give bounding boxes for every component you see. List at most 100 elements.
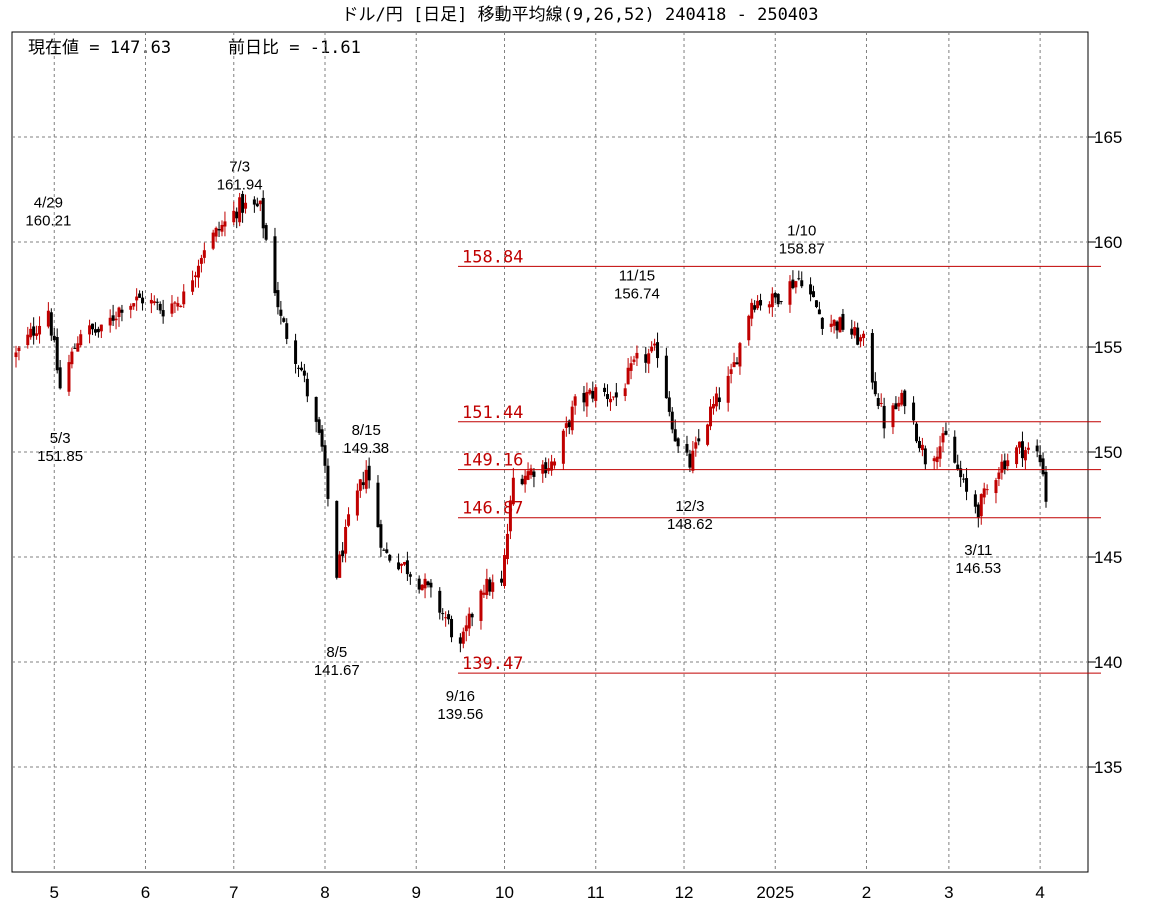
candle-body [73, 347, 77, 349]
current-value-label: 現在値 = 147.63 [28, 38, 171, 58]
annotation-price: 141.67 [314, 662, 360, 679]
chart-title: ドル/円 [日足] 移動平均線(9,26,52) 240418 - 250403 [341, 5, 818, 25]
candle-body [326, 465, 330, 499]
x-tick-label: 12 [675, 883, 694, 902]
candle-body [726, 375, 730, 403]
candle-body [779, 301, 783, 303]
candle-body [58, 367, 62, 389]
candle-body [564, 423, 568, 428]
sr-label: 146.87 [462, 499, 523, 519]
x-tick-label: 11 [587, 883, 605, 902]
candle-body [161, 310, 165, 317]
annotation-date: 9/16 [446, 688, 475, 705]
candle-body [120, 309, 124, 313]
candle-body [1041, 458, 1045, 475]
candle-body [953, 436, 957, 463]
annotation-price: 149.38 [343, 440, 389, 457]
y-tick-label: 160 [1094, 233, 1122, 252]
candle-body [544, 462, 548, 474]
candle-body [99, 324, 103, 332]
candle-body [220, 224, 224, 232]
candle-body [688, 453, 692, 468]
candle-body [856, 327, 860, 345]
candle-body [582, 392, 586, 403]
candle-body [979, 494, 983, 517]
candle-body [132, 303, 136, 307]
candle-body [52, 335, 56, 341]
candle-body [776, 293, 780, 305]
candle-body [647, 353, 651, 364]
candle-body [932, 458, 936, 462]
candle-body [338, 554, 342, 578]
annotation-price: 158.87 [779, 241, 825, 258]
annotation-date: 11/15 [619, 267, 655, 284]
grid-lines [12, 32, 1088, 872]
candle-body [511, 477, 515, 505]
candle-body [959, 468, 963, 478]
candle-body [276, 290, 280, 308]
candle-body [367, 465, 371, 481]
candle-body [117, 307, 121, 318]
candle-body [458, 637, 462, 644]
candle-body [388, 554, 392, 561]
candle-body [797, 278, 801, 280]
candle-body [376, 482, 380, 528]
candle-body [441, 613, 445, 615]
candle-body [108, 317, 112, 326]
candle-body [635, 352, 639, 359]
candle-body [965, 478, 969, 492]
candle-body [1023, 450, 1027, 461]
candle-body [915, 423, 919, 442]
candle-body [956, 464, 960, 470]
candle-body [773, 293, 777, 298]
x-tick-label: 2025 [756, 883, 794, 902]
candle-body [944, 430, 948, 435]
candle-body [152, 301, 156, 304]
candle-body [173, 302, 177, 304]
candle-body [479, 590, 483, 621]
candle-body [850, 328, 854, 335]
candle-body [217, 229, 221, 231]
candle-body [96, 328, 100, 333]
support-resistance-lines: 158.84 151.44 149.16 146.87 139.47 [458, 247, 1101, 674]
candle-body [935, 456, 939, 463]
candle-body [732, 362, 736, 368]
candle-body [70, 351, 74, 365]
candle-body [344, 526, 348, 554]
candle-body [361, 482, 365, 486]
candle-body [526, 471, 530, 480]
x-axis: 5 6 7 8 9 10 11 12 2025 2 3 4 [50, 883, 1045, 902]
candle-body [135, 296, 139, 301]
candle-body [685, 444, 689, 453]
candle-body [279, 309, 283, 316]
candle-body [588, 389, 592, 394]
candle-body [202, 250, 206, 258]
candle-body [676, 438, 680, 447]
annotation-price: 139.56 [437, 706, 483, 723]
candle-body [759, 300, 763, 306]
candle-body [873, 381, 877, 395]
candle-body [829, 323, 833, 327]
candle-body [382, 549, 386, 551]
candle-body [767, 304, 771, 308]
candle-body [93, 329, 97, 333]
candle-body [258, 200, 262, 205]
sr-label: 149.16 [462, 451, 523, 471]
candle-body [626, 367, 630, 385]
candle-body [753, 305, 757, 310]
annotation-price: 160.21 [25, 213, 71, 230]
candle-body [814, 300, 818, 308]
candle-body [1015, 447, 1019, 465]
candle-body [917, 440, 921, 449]
candle-body [747, 315, 751, 341]
candle-body [694, 442, 698, 449]
candle-body [297, 367, 301, 369]
candle-body [900, 392, 904, 405]
candle-body [505, 533, 509, 560]
candle-body [158, 303, 162, 311]
candle-body [923, 448, 927, 465]
candle-body [541, 464, 545, 474]
candle-body [55, 337, 59, 371]
candle-body [606, 394, 610, 400]
candle-body [1035, 445, 1039, 452]
